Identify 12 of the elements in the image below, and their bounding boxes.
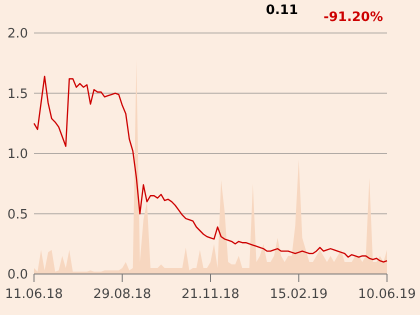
x-tick-label: 15.02.19 [270,287,328,302]
text: -91.20% [323,10,383,25]
y-tick-label: 1.5 [7,86,28,102]
y-tick-label: 2.0 [7,26,28,42]
y-tick-label: 1.0 [7,147,28,162]
x-tick-label: 29.08.18 [93,287,152,302]
x-tick-label: 11.06.18 [5,287,63,302]
text: 0.11 [266,3,298,18]
x-tick-label: 21.11.18 [182,287,240,302]
x-tick-label: 10.06.19 [358,287,416,302]
y-tick-label: 0.5 [7,207,28,222]
y-tick-label: 0.0 [7,268,28,283]
